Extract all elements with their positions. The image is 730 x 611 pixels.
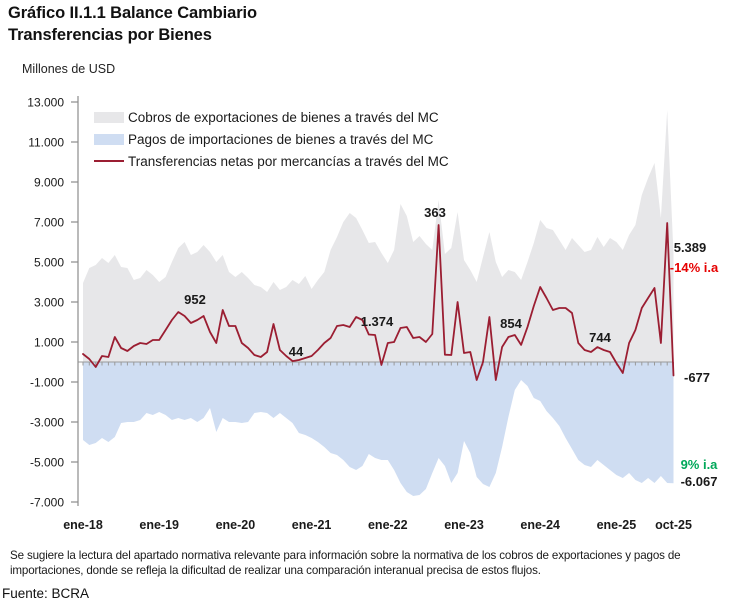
annotation-label: 5.389 xyxy=(674,240,707,255)
y-tick-label: 7.000 xyxy=(34,216,64,230)
annotation-label: 744 xyxy=(589,330,611,345)
y-tick-label: -5.000 xyxy=(30,456,64,470)
annotation-label: 9% i.a xyxy=(681,457,719,472)
annotation-label: -677 xyxy=(684,370,710,385)
legend-label: Transferencias netas por mercancías a tr… xyxy=(128,153,449,169)
x-tick-label: oct-25 xyxy=(655,518,692,532)
x-tick-label: ene-19 xyxy=(139,518,179,532)
x-tick-label: ene-22 xyxy=(368,518,408,532)
y-tick-label: 3.000 xyxy=(34,296,64,310)
y-tick-label: -7.000 xyxy=(30,496,64,510)
normative-note: Se sugiere la lectura del apartado norma… xyxy=(10,549,681,577)
source-label: Fuente: BCRA xyxy=(2,586,90,601)
legend-item-exports: Cobros de exportaciones de bienes a trav… xyxy=(94,106,449,128)
legend-label: Cobros de exportaciones de bienes a trav… xyxy=(128,109,439,125)
annotation-label: -14% i.a xyxy=(670,260,719,275)
axis-units-label: Millones de USD xyxy=(22,62,116,76)
y-tick-label: -1.000 xyxy=(30,376,64,390)
x-tick-label: ene-20 xyxy=(216,518,256,532)
annotation-label: -6.067 xyxy=(681,474,718,489)
balance-cambiario-chart: 13.000 11.000 9.000 7.000 5.000 3.000 1.000 -1.… xyxy=(27,96,719,533)
annotation-label: 1.374 xyxy=(361,314,394,329)
x-tick-label: ene-23 xyxy=(444,518,484,532)
y-tick-label: 13.000 xyxy=(27,96,64,110)
x-tick-label: ene-21 xyxy=(292,518,332,532)
chart-area: 13.000 11.000 9.000 7.000 5.000 3.000 1.000 -1.… xyxy=(27,96,719,533)
annotation-label: 854 xyxy=(500,316,522,331)
series-area xyxy=(83,110,674,362)
imports-area-swatch xyxy=(94,133,124,145)
annotation-label: 363 xyxy=(424,205,446,220)
y-tick-label: -3.000 xyxy=(30,416,64,430)
chart-title: Gráfico II.1.1 Balance Cambiario xyxy=(8,4,257,22)
legend-item-imports: Pagos de importaciones de bienes a travé… xyxy=(94,128,449,150)
chart-subtitle: Transferencias por Bienes xyxy=(8,26,212,44)
legend-item-net: Transferencias netas por mercancías a tr… xyxy=(94,150,449,172)
y-tick-label: 5.000 xyxy=(34,256,64,270)
y-tick-label: 1.000 xyxy=(34,336,64,350)
chart-legend: Cobros de exportaciones de bienes a trav… xyxy=(94,106,449,172)
annotation-label: 44 xyxy=(289,344,304,359)
y-tick-label: 9.000 xyxy=(34,176,64,190)
x-tick-label: ene-25 xyxy=(597,518,637,532)
legend-label: Pagos de importaciones de bienes a travé… xyxy=(128,131,434,147)
y-tick-label: 11.000 xyxy=(28,136,64,150)
net-line-swatch xyxy=(94,159,124,163)
x-tick-label: ene-24 xyxy=(520,518,560,532)
title-block: Gráfico II.1.1 Balance Cambiario Transfe… xyxy=(8,2,257,46)
annotation-label: 952 xyxy=(184,292,206,307)
series-area xyxy=(83,362,674,496)
x-tick-label: ene-18 xyxy=(63,518,103,532)
series-net-line xyxy=(82,222,675,381)
exports-area-swatch xyxy=(94,111,124,123)
